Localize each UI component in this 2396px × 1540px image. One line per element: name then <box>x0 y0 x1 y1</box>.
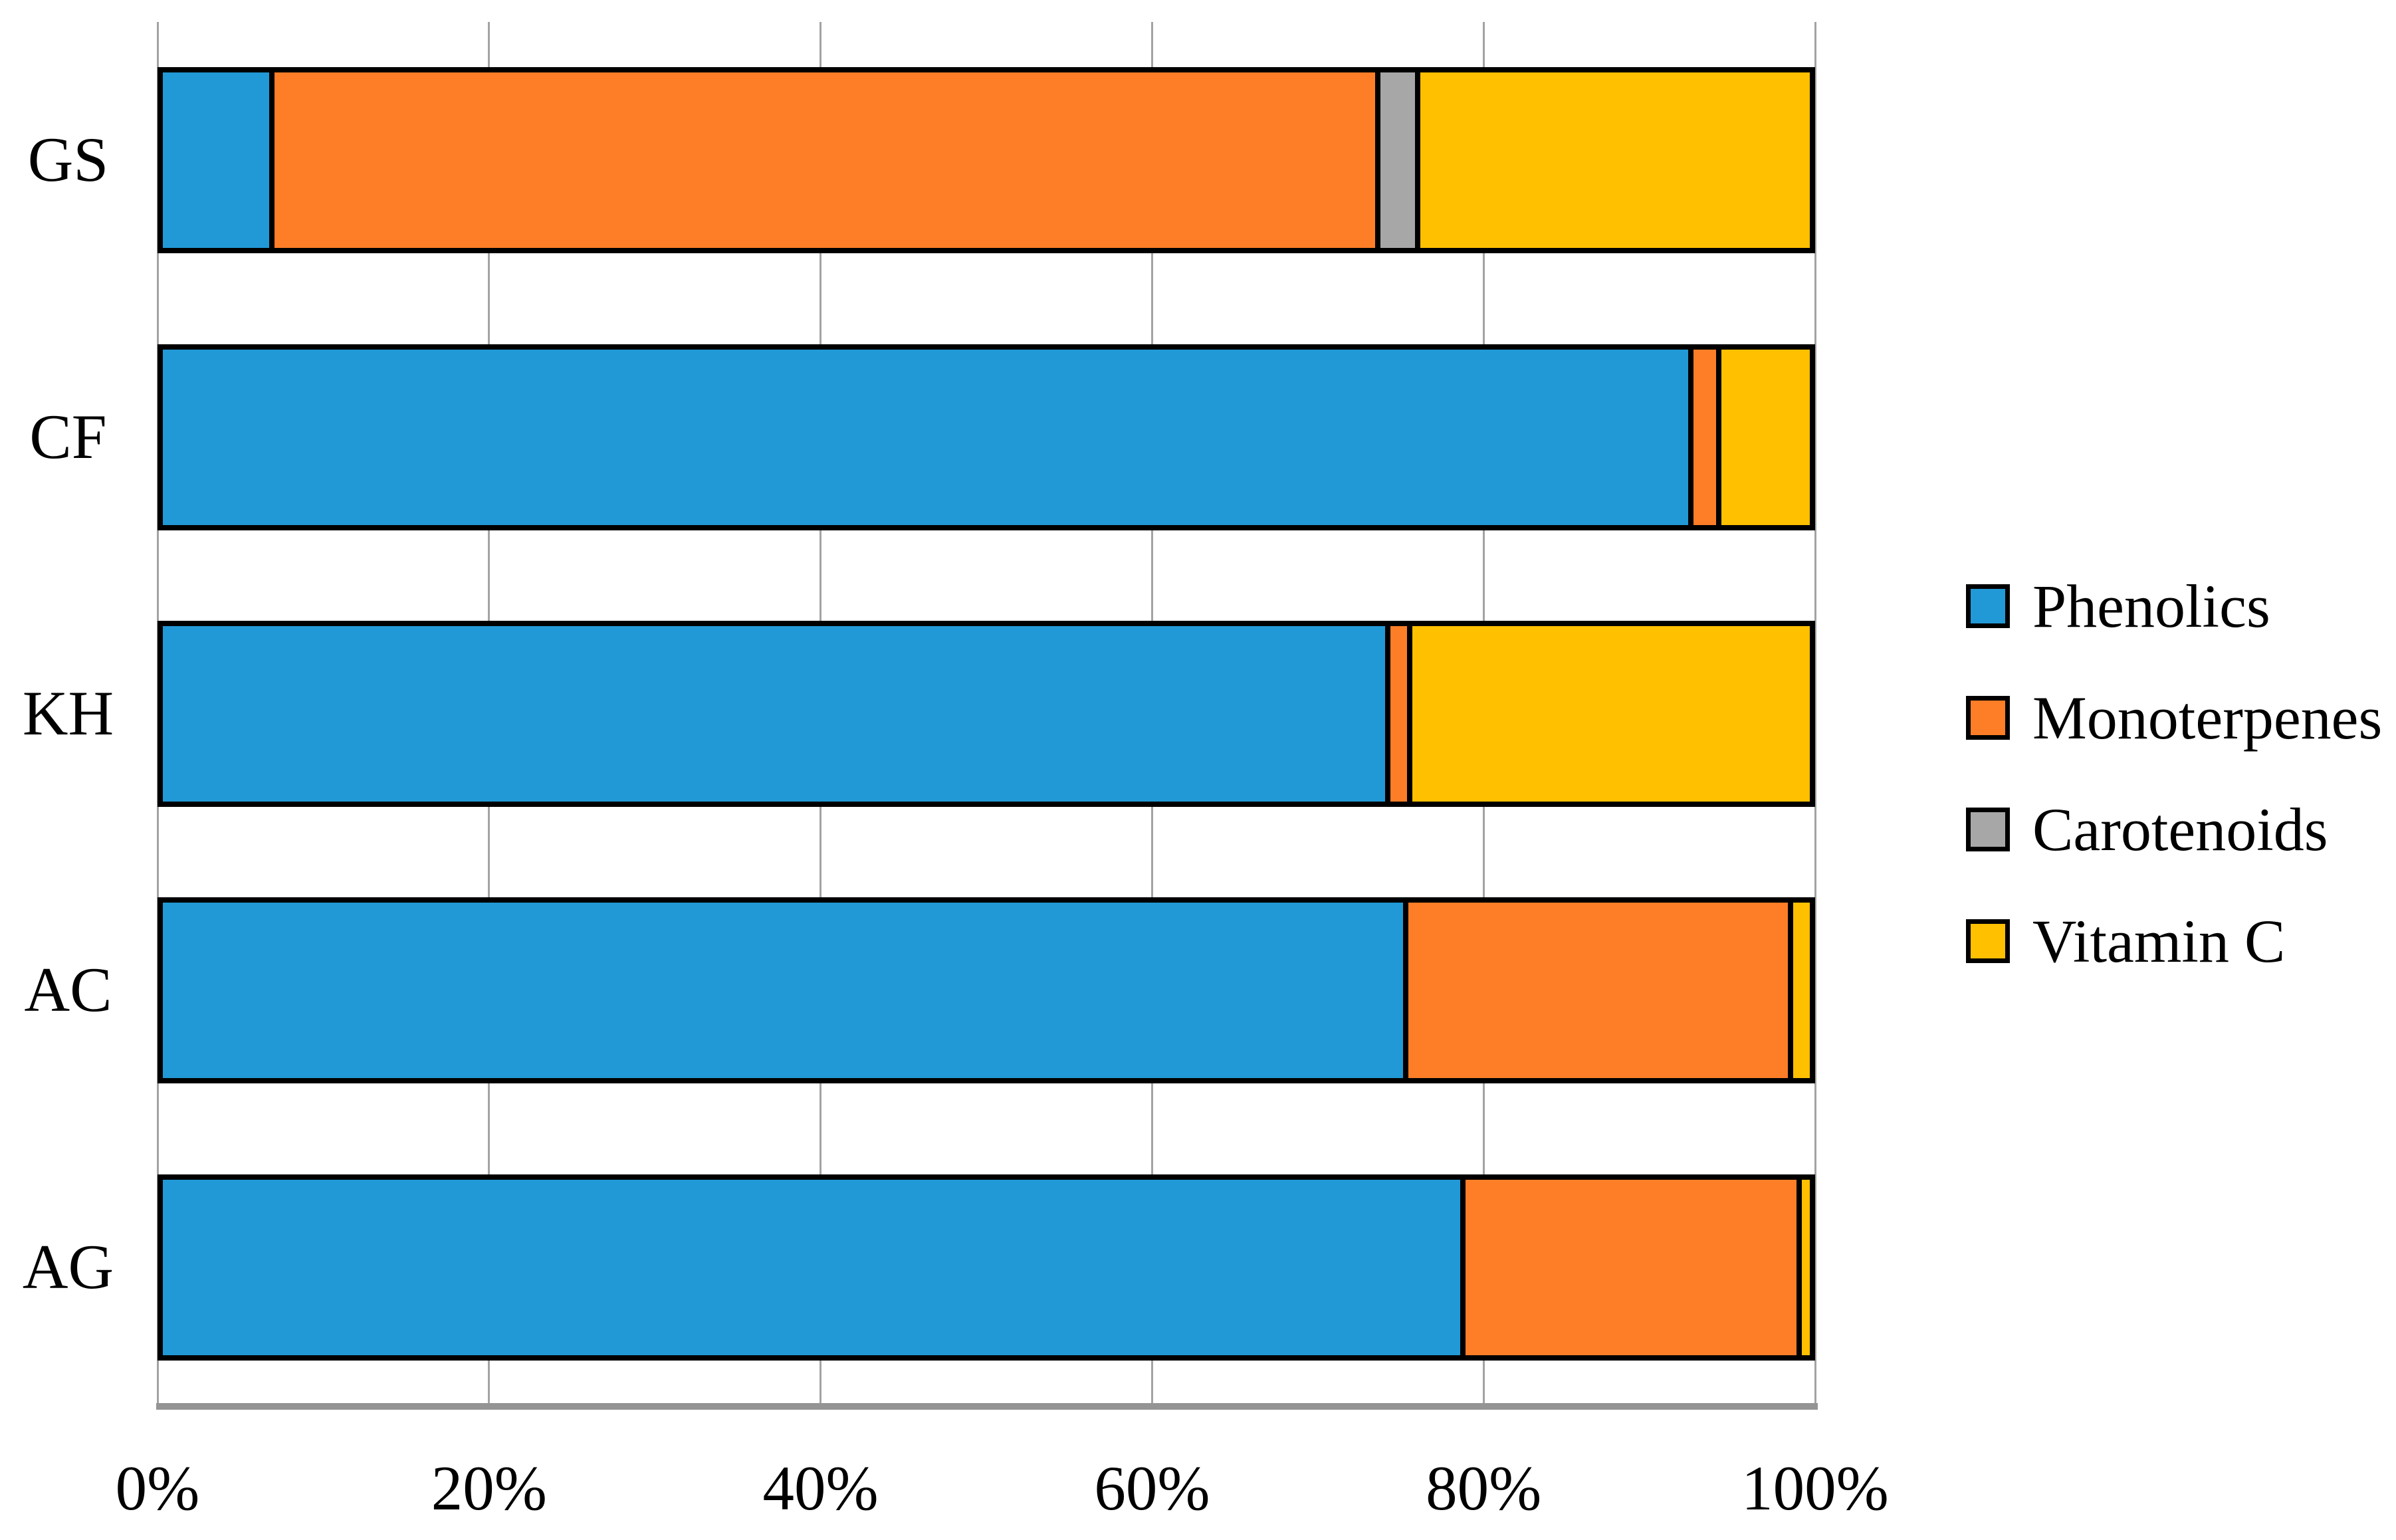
bar-segment-ac-monoterpenes <box>1408 903 1789 1079</box>
gridline-100 <box>1814 22 1816 1406</box>
bar-segment-gs-monoterpenes <box>274 72 1375 249</box>
bar-segment-kh-phenolics <box>163 626 1386 802</box>
bar-segment-cf-monoterpenes <box>1693 349 1717 525</box>
legend-swatch-vitamin-c <box>1966 919 2010 963</box>
bar-segment-ac-phenolics <box>163 903 1404 1079</box>
x-tick-label-40: 40% <box>762 1453 879 1523</box>
legend-swatch-phenolics <box>1966 584 2010 628</box>
bar-segment-ag-phenolics <box>163 1179 1461 1355</box>
category-label-ac: AC <box>24 954 112 1026</box>
x-tick-label-0: 0% <box>115 1453 200 1523</box>
bar-row-ag <box>158 1174 1815 1361</box>
bar-segment-gs-carotenoids <box>1380 72 1415 249</box>
x-tick-label-80: 80% <box>1426 1453 1542 1523</box>
bar-segment-kh-monoterpenes <box>1390 626 1407 802</box>
legend-item-phenolics: Phenolics <box>1966 550 2382 662</box>
bar-row-cf <box>158 344 1815 530</box>
category-label-gs: GS <box>27 124 109 195</box>
x-axis-line <box>156 1403 1818 1410</box>
bar-row-ac <box>158 897 1815 1084</box>
bar-segment-gs-phenolics <box>163 72 269 249</box>
bar-segment-cf-vitamin-c <box>1721 349 1810 525</box>
x-tick-label-100: 100% <box>1741 1453 1889 1523</box>
bar-segment-ac-vitamin-c <box>1793 903 1810 1079</box>
category-label-ag: AG <box>22 1231 114 1302</box>
bar-segment-kh-vitamin-c <box>1412 626 1810 802</box>
legend-item-monoterpenes: Monoterpenes <box>1966 662 2382 774</box>
bar-row-kh <box>158 621 1815 807</box>
legend-item-vitamin-c: Vitamin C <box>1966 885 2382 997</box>
bar-segment-cf-phenolics <box>163 349 1688 525</box>
x-tick-label-60: 60% <box>1094 1453 1210 1523</box>
bar-segment-ag-vitamin-c <box>1801 1179 1810 1355</box>
legend-label-carotenoids: Carotenoids <box>2032 796 2328 863</box>
bar-segment-ag-monoterpenes <box>1466 1179 1797 1355</box>
bar-segment-gs-vitamin-c <box>1420 72 1810 249</box>
legend-label-vitamin-c: Vitamin C <box>2032 907 2286 975</box>
legend-swatch-monoterpenes <box>1966 696 2010 740</box>
x-tick-label-20: 20% <box>431 1453 547 1523</box>
legend-label-monoterpenes: Monoterpenes <box>2032 684 2383 752</box>
category-label-cf: CF <box>29 401 107 472</box>
category-label-kh: KH <box>22 678 114 748</box>
legend: Phenolics Monoterpenes Carotenoids Vitamin … <box>1966 550 2382 997</box>
legend-label-phenolics: Phenolics <box>2032 572 2270 640</box>
legend-item-carotenoids: Carotenoids <box>1966 774 2382 885</box>
legend-swatch-carotenoids <box>1966 808 2010 851</box>
bar-row-gs <box>158 67 1815 254</box>
